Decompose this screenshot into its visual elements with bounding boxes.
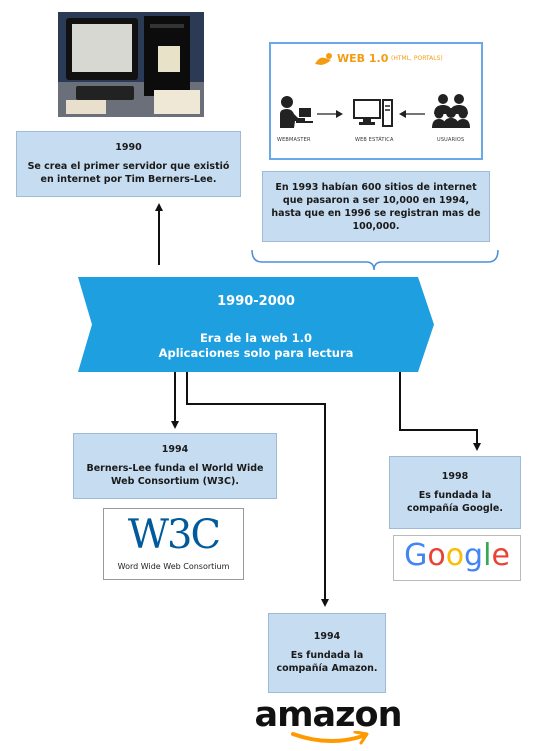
arrow-to-1998 — [399, 372, 481, 451]
arrow-to-1994-amazon — [186, 372, 329, 607]
banner-subtitle: Aplicaciones solo para lectura — [158, 346, 354, 360]
event-year: 1994 — [313, 631, 341, 642]
w3c-mark: W3C — [127, 512, 221, 558]
google-letter-5: l — [483, 538, 492, 573]
event-1998: 1998 Es fundada la compañía Google. — [389, 456, 521, 529]
users-label: USUARIOS — [437, 137, 465, 143]
google-letter-3: o — [445, 538, 465, 573]
brace-1993 — [251, 249, 499, 271]
static-web-label: WEB ESTÁTICA — [355, 137, 394, 143]
event-1994-w3c: 1994 Berners-Lee funda el World Wide Web… — [73, 433, 277, 499]
era-banner — [78, 277, 434, 372]
amazon-smile-icon — [291, 731, 369, 745]
web1-subtitle: (HTML, PORTALS) — [391, 55, 443, 62]
arrow-left-icon — [399, 110, 425, 118]
webmaster-label: WEBMASTER — [277, 137, 311, 143]
web1-title: WEB 1.0 — [337, 52, 389, 65]
amazon-wordmark: amazon — [254, 695, 402, 735]
google-letter-2: o — [427, 538, 446, 573]
google-letter-1: G — [404, 538, 428, 573]
event-year: 1994 — [161, 444, 189, 455]
event-text: Se crea el primer servidor que existió e… — [27, 161, 230, 185]
google-wordmark: Google — [394, 536, 395, 537]
event-1994-amazon: 1994 Es fundada la compañía Amazon. — [268, 613, 386, 693]
users-icon — [432, 94, 470, 128]
web1-diagram: WEB 1.0 (HTML, PORTALS) WEBMASTER — [269, 42, 483, 160]
computer-icon — [353, 99, 393, 127]
first-server-photo — [58, 12, 204, 117]
google-logo: Google Google — [393, 535, 521, 581]
amazon-logo: amazon — [253, 695, 403, 747]
banner-title: Era de la web 1.0 — [199, 331, 313, 345]
event-year: 1998 — [441, 470, 469, 482]
event-text: Es fundada la compañía Amazon. — [276, 650, 378, 674]
web1-logo-icon — [315, 53, 332, 65]
w3c-caption: Word Wide Web Consortium — [117, 562, 230, 571]
banner-period: 1990-2000 — [217, 294, 295, 309]
event-text: En 1993 habían 600 sitios de internet qu… — [271, 181, 481, 232]
event-1990: 1990 Se crea el primer servidor que exis… — [16, 131, 241, 197]
webmaster-icon — [280, 96, 313, 128]
google-letter-4: g — [464, 538, 484, 573]
arrow-right-icon — [317, 110, 343, 118]
google-letter-6: e — [491, 538, 510, 573]
w3c-logo: W3C Word Wide Web Consortium — [103, 508, 244, 580]
event-text: Es fundada la compañía Google. — [407, 489, 503, 514]
event-text: Berners-Lee funda el World Wide Web Cons… — [86, 463, 264, 487]
event-year: 1990 — [115, 142, 142, 153]
event-1993: En 1993 habían 600 sitios de internet qu… — [262, 171, 490, 242]
